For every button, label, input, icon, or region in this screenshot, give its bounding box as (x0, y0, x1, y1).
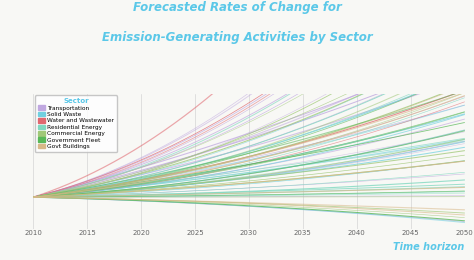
Text: Emission-Generating Activities by Sector: Emission-Generating Activities by Sector (102, 31, 372, 44)
Legend: Transportation, Solid Waste, Water and Wastewater, Residential Energy, Commercia: Transportation, Solid Waste, Water and W… (35, 95, 117, 152)
Text: Forecasted Rates of Change for: Forecasted Rates of Change for (133, 1, 341, 14)
Text: Time horizon: Time horizon (393, 242, 465, 252)
